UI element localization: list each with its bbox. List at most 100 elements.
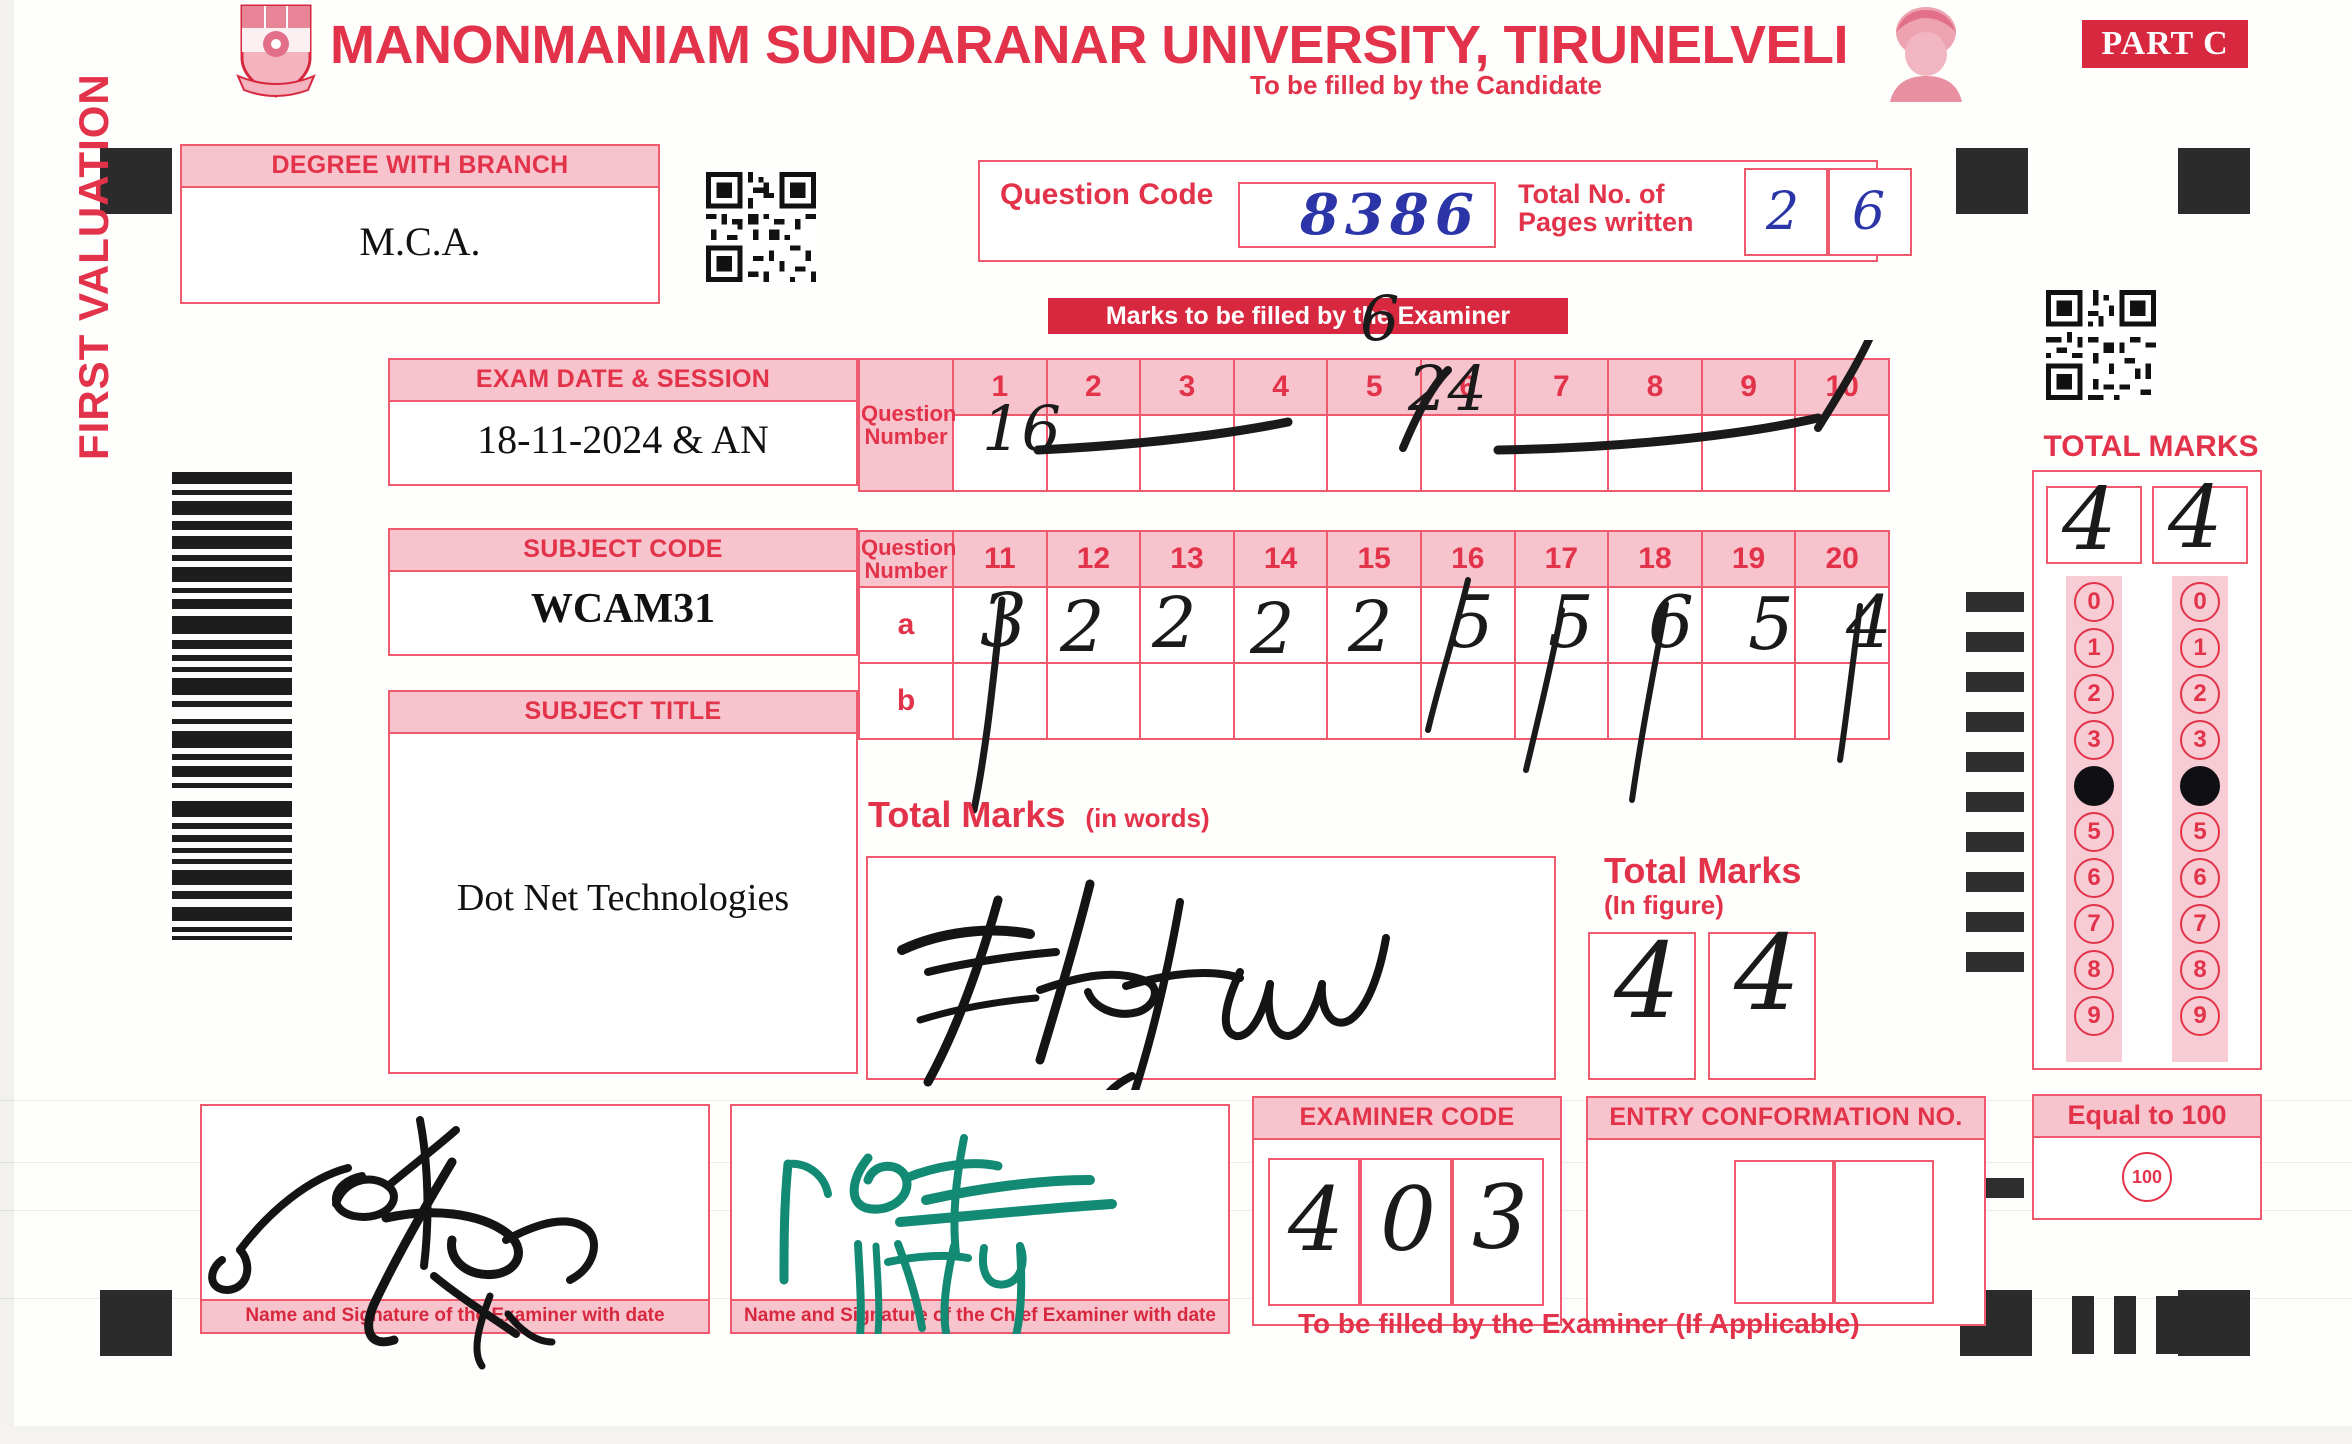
entry-conformation-cell-2[interactable] (1834, 1160, 1934, 1304)
degree-value: M.C.A. (359, 218, 481, 264)
entry-conformation-caption: ENTRY CONFORMATION NO. (1588, 1098, 1984, 1140)
registration-mark (100, 148, 172, 214)
mark-cell-1[interactable] (952, 414, 1048, 492)
bubble-4[interactable]: 4 (2074, 766, 2114, 806)
vertical-barcode (172, 470, 292, 940)
q-header-12: 12 (1045, 530, 1142, 588)
row-b-label: b (858, 662, 954, 740)
mark-a-15[interactable] (1326, 586, 1422, 664)
total-marks-words-input[interactable] (866, 856, 1556, 1080)
valuation-label: FIRST VALUATION (70, 73, 117, 460)
bubble-9[interactable]: 9 (2074, 996, 2114, 1036)
bubble-0[interactable]: 0 (2180, 582, 2220, 622)
mark-a-11[interactable] (952, 586, 1048, 664)
table-row: a (858, 586, 1890, 664)
examiner-code-cell-3[interactable] (1452, 1158, 1544, 1306)
bubble-7[interactable]: 7 (2180, 904, 2220, 944)
paper-left-edge (0, 0, 14, 1444)
table-row: Question Number 11 12 13 14 15 16 17 18 … (858, 530, 1890, 588)
bubble-8[interactable]: 8 (2074, 950, 2114, 990)
mark-b-15[interactable] (1326, 662, 1422, 740)
registration-mark (1956, 148, 2028, 214)
equal-to-100-box: Equal to 100 100 (2032, 1094, 2262, 1220)
total-marks-column-title: TOTAL MARKS (2043, 430, 2259, 463)
mark-b-13[interactable] (1139, 662, 1235, 740)
pages-digit-cell-1[interactable] (1744, 168, 1828, 256)
university-crest-icon (228, 2, 324, 98)
question-code-input[interactable] (1238, 182, 1496, 248)
bubble-column-units[interactable]: 0 1 2 3 4 5 6 7 8 9 (2172, 576, 2228, 1062)
entry-conformation-cell-1[interactable] (1734, 1160, 1834, 1304)
bubble-4[interactable]: 4 (2180, 766, 2220, 806)
mark-b-18[interactable] (1607, 662, 1703, 740)
total-figure-cell-2[interactable] (1708, 932, 1816, 1080)
mark-b-11[interactable] (952, 662, 1048, 740)
mark-b-20[interactable] (1794, 662, 1890, 740)
chief-examiner-signature-box[interactable]: Name and Signature of the Chief Examiner… (730, 1104, 1230, 1334)
mark-cell-8[interactable] (1607, 414, 1703, 492)
examiner-code-cell-1[interactable] (1268, 1158, 1360, 1306)
bubble-9[interactable]: 9 (2180, 996, 2220, 1036)
bubble-3[interactable]: 3 (2074, 720, 2114, 760)
examiner-marks-banner: Marks to be filled by the Examiner (1048, 298, 1568, 334)
registration-tick (2156, 1296, 2178, 1354)
bubble-0[interactable]: 0 (2074, 582, 2114, 622)
mark-cell-4[interactable] (1232, 414, 1329, 492)
mark-a-14[interactable] (1232, 586, 1329, 664)
mark-b-16[interactable] (1419, 662, 1516, 740)
pages-label-line2: Pages written (1518, 207, 1694, 238)
total-figure-cell-1[interactable] (1588, 932, 1696, 1080)
mark-cell-10[interactable] (1794, 414, 1890, 492)
mark-cell-3[interactable] (1139, 414, 1235, 492)
bubble-2[interactable]: 2 (2180, 674, 2220, 714)
marks-table-2[interactable]: Question Number 11 12 13 14 15 16 17 18 … (858, 530, 1890, 740)
pages-digit-cell-2[interactable] (1828, 168, 1912, 256)
total-marks-digit-cell-2[interactable] (2152, 486, 2248, 564)
total-marks-digit-cell-1[interactable] (2046, 486, 2142, 564)
marks-table-2-row-label: Question Number (858, 530, 956, 588)
mark-a-18[interactable] (1607, 586, 1703, 664)
bubble-5[interactable]: 5 (2074, 812, 2114, 852)
table-row: Question Number 1 2 3 4 5 6 7 8 9 10 (858, 358, 1890, 492)
bubble-3[interactable]: 3 (2180, 720, 2220, 760)
bubble-6[interactable]: 6 (2180, 858, 2220, 898)
mark-a-20[interactable] (1794, 586, 1890, 664)
q-header-13: 13 (1139, 530, 1235, 588)
examiner-signature-caption: Name and Signature of the Examiner with … (202, 1299, 708, 1332)
bubble-2[interactable]: 2 (2074, 674, 2114, 714)
mark-b-19[interactable] (1700, 662, 1797, 740)
bubble-7[interactable]: 7 (2074, 904, 2114, 944)
exam-date-box: EXAM DATE & SESSION 18-11-2024 & AN (388, 358, 858, 486)
mark-cell-5[interactable] (1326, 414, 1422, 492)
bubble-1[interactable]: 1 (2180, 628, 2220, 668)
mark-a-16[interactable] (1419, 586, 1516, 664)
registration-mark (2178, 1290, 2250, 1356)
q-header-15: 15 (1326, 530, 1422, 588)
mark-cell-9[interactable] (1700, 414, 1797, 492)
mark-b-12[interactable] (1045, 662, 1142, 740)
mark-cell-2[interactable] (1045, 414, 1142, 492)
bubble-5[interactable]: 5 (2180, 812, 2220, 852)
scan-artifact-line (0, 1100, 2352, 1101)
marks-table-1[interactable]: Question Number 1 2 3 4 5 6 7 8 9 10 (858, 358, 1890, 492)
mark-b-14[interactable] (1232, 662, 1329, 740)
bubble-column-tens[interactable]: 0 1 2 3 4 5 6 7 8 9 (2066, 576, 2122, 1062)
q-header-1: 1 (952, 358, 1048, 416)
mark-a-13[interactable] (1139, 586, 1235, 664)
bubble-6[interactable]: 6 (2074, 858, 2114, 898)
examiner-code-cell-2[interactable] (1360, 1158, 1452, 1306)
mark-b-17[interactable] (1513, 662, 1610, 740)
question-code-label: Question Code (1000, 178, 1214, 211)
mark-cell-6[interactable] (1419, 414, 1516, 492)
mark-cell-7[interactable] (1513, 414, 1610, 492)
mark-a-19[interactable] (1700, 586, 1797, 664)
subject-title-box: SUBJECT TITLE Dot Net Technologies (388, 690, 858, 1074)
equal-to-100-bubble[interactable]: 100 (2122, 1152, 2172, 1202)
examiner-signature-box[interactable]: Name and Signature of the Examiner with … (200, 1104, 710, 1334)
bubble-1[interactable]: 1 (2074, 628, 2114, 668)
bubble-8[interactable]: 8 (2180, 950, 2220, 990)
mark-a-17[interactable] (1513, 586, 1610, 664)
mark-a-12[interactable] (1045, 586, 1142, 664)
q-header-17: 17 (1513, 530, 1610, 588)
q-header-20: 20 (1794, 530, 1890, 588)
